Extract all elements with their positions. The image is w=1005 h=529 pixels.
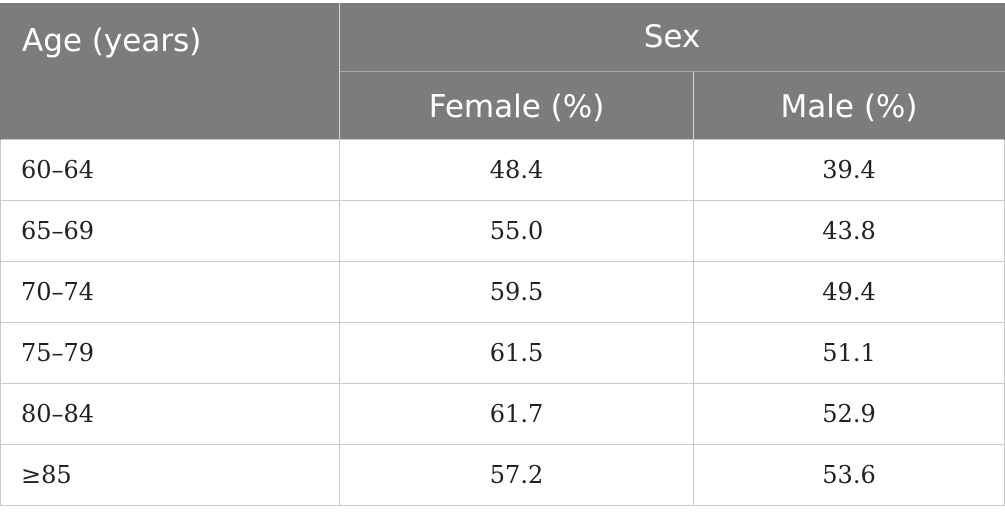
- age-column-header: Age (years): [0, 3, 340, 139]
- male-value-cell: 51.1: [693, 321, 1005, 384]
- age-cell: 65–69: [0, 199, 340, 262]
- age-cell: ≥85: [0, 443, 340, 506]
- female-value-cell: 57.2: [339, 443, 694, 506]
- male-column-header: Male (%): [693, 71, 1005, 139]
- sex-group-header: Sex: [339, 3, 1005, 72]
- table-row: 60–64 48.4 39.4: [0, 138, 1005, 201]
- age-sex-table: Age (years) Sex Female (%) Male (%) 60–6…: [0, 3, 1005, 506]
- table-row: 65–69 55.0 43.8: [0, 199, 1005, 262]
- age-cell: 60–64: [0, 138, 340, 201]
- male-value-cell: 52.9: [693, 382, 1005, 445]
- table-row: ≥85 57.2 53.6: [0, 443, 1005, 506]
- table-row: 70–74 59.5 49.4: [0, 260, 1005, 323]
- age-cell: 75–79: [0, 321, 340, 384]
- table-body: 60–64 48.4 39.4 65–69 55.0 43.8 70–74 59…: [0, 138, 1005, 506]
- female-value-cell: 59.5: [339, 260, 694, 323]
- table-header: Age (years) Sex Female (%) Male (%): [0, 3, 1005, 139]
- table-row: 75–79 61.5 51.1: [0, 321, 1005, 384]
- male-value-cell: 53.6: [693, 443, 1005, 506]
- female-value-cell: 55.0: [339, 199, 694, 262]
- female-value-cell: 48.4: [339, 138, 694, 201]
- female-value-cell: 61.7: [339, 382, 694, 445]
- male-value-cell: 43.8: [693, 199, 1005, 262]
- female-column-header: Female (%): [339, 71, 694, 139]
- age-cell: 70–74: [0, 260, 340, 323]
- age-cell: 80–84: [0, 382, 340, 445]
- male-value-cell: 49.4: [693, 260, 1005, 323]
- male-value-cell: 39.4: [693, 138, 1005, 201]
- female-value-cell: 61.5: [339, 321, 694, 384]
- table-row: 80–84 61.7 52.9: [0, 382, 1005, 445]
